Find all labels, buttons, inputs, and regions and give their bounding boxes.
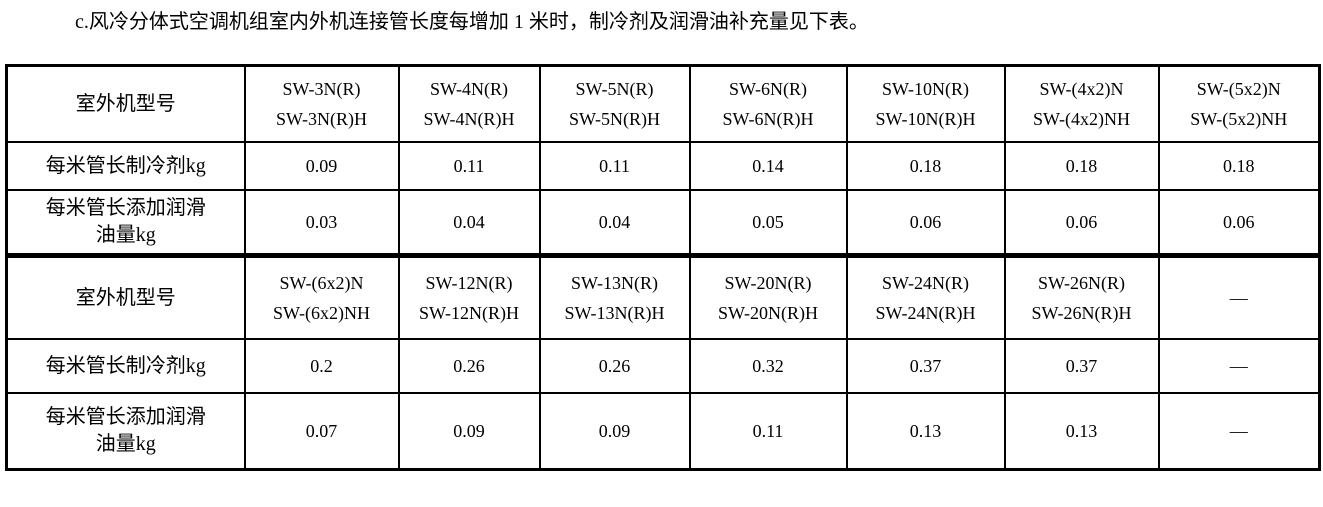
value-cell: 0.11: [688, 392, 848, 471]
model-cell: SW-13N(R) SW-13N(R)H: [538, 253, 691, 340]
model-line: SW-4N(R)H: [423, 109, 515, 129]
value-cell: 0.37: [845, 338, 1006, 394]
value-cell: 0.09: [538, 392, 691, 471]
row-label-text: 每米管长添加润滑油量kg: [45, 197, 206, 246]
model-line: SW-(5x2)NH: [1190, 109, 1288, 129]
row-label-model: 室外机型号: [5, 253, 246, 340]
model-line: SW-(6x2)NH: [273, 303, 370, 323]
model-line: SW-20N(R): [724, 273, 812, 293]
model-line: SW-3N(R)H: [276, 109, 367, 129]
model-cell: SW-3N(R) SW-3N(R)H: [243, 64, 400, 143]
table-row-header-2: 室外机型号 SW-(6x2)N SW-(6x2)NH SW-12N(R) SW-12…: [5, 253, 1321, 340]
dash-cell: —: [1157, 392, 1321, 471]
row-label-text: 室外机型号: [75, 92, 176, 115]
model-line: SW-5N(R)H: [569, 109, 660, 129]
model-cell: SW-(4x2)N SW-(4x2)NH: [1003, 64, 1160, 143]
table-row-header-1: 室外机型号 SW-3N(R) SW-3N(R)H SW-4N(R) SW-4N(R)…: [5, 64, 1321, 143]
model-line: SW-(4x2)N: [1039, 79, 1124, 99]
value-cell: 0.18: [845, 141, 1006, 191]
model-cell: SW-12N(R) SW-12N(R)H: [397, 253, 541, 340]
model-line: SW-13N(R)H: [564, 303, 665, 323]
model-line: SW-24N(R): [882, 273, 969, 293]
model-line: SW-26N(R): [1038, 273, 1125, 293]
intro-text: c.风冷分体式空调机组室内外机连接管长度每增加 1 米时，制冷剂及润滑油补充量见…: [75, 11, 869, 33]
model-cell: SW-(5x2)N SW-(5x2)NH: [1157, 64, 1321, 143]
value-cell: 0.37: [1003, 338, 1160, 394]
model-line: SW-13N(R): [571, 273, 658, 293]
model-line: SW-(4x2)NH: [1033, 109, 1130, 129]
refrigerant-oil-table: 室外机型号 SW-3N(R) SW-3N(R)H SW-4N(R) SW-4N(R)…: [5, 64, 1321, 471]
model-cell: SW-6N(R) SW-6N(R)H: [688, 64, 848, 143]
row-label-text: 每米管长添加润滑油量kg: [45, 406, 206, 455]
model-cell: SW-5N(R) SW-5N(R)H: [538, 64, 691, 143]
value-cell: 0.11: [538, 141, 691, 191]
value-cell: 0.04: [538, 189, 691, 257]
row-label-text: 每米管长制冷剂kg: [45, 154, 206, 177]
value-cell: 0.18: [1157, 141, 1321, 191]
value-cell: 0.32: [688, 338, 848, 394]
row-label-text: 每米管长制冷剂kg: [45, 354, 206, 377]
model-line: SW-24N(R)H: [875, 303, 976, 323]
model-line: SW-10N(R)H: [875, 109, 976, 129]
value-cell: 0.18: [1003, 141, 1160, 191]
model-line: SW-6N(R): [729, 79, 807, 99]
value-cell: 0.11: [397, 141, 541, 191]
model-line: SW-3N(R): [282, 79, 361, 99]
table-row-refrigerant-1: 每米管长制冷剂kg 0.09 0.11 0.11 0.14 0.18 0.18 …: [5, 141, 1321, 191]
model-line: SW-12N(R): [425, 273, 513, 293]
model-line: SW-(6x2)N: [279, 273, 364, 293]
model-line: SW-26N(R)H: [1031, 303, 1132, 323]
value-cell: 0.26: [538, 338, 691, 394]
value-cell: 0.04: [397, 189, 541, 257]
table-row-refrigerant-2: 每米管长制冷剂kg 0.2 0.26 0.26 0.32 0.37 0.37 —: [5, 338, 1321, 394]
dash-cell: —: [1157, 338, 1321, 394]
table-row-oil-1: 每米管长添加润滑油量kg 0.03 0.04 0.04 0.05 0.06 0.…: [5, 189, 1321, 257]
row-label-model: 室外机型号: [5, 64, 246, 143]
model-cell: SW-24N(R) SW-24N(R)H: [845, 253, 1006, 340]
row-label-oil: 每米管长添加润滑油量kg: [5, 189, 246, 257]
value-cell: 0.06: [1003, 189, 1160, 257]
value-cell: 0.05: [688, 189, 848, 257]
row-label-refrigerant: 每米管长制冷剂kg: [5, 338, 246, 394]
model-line: SW-5N(R): [575, 79, 654, 99]
value-cell: 0.03: [243, 189, 400, 257]
value-cell: 0.2: [243, 338, 400, 394]
value-cell: 0.14: [688, 141, 848, 191]
value-cell: 0.26: [397, 338, 541, 394]
table-row-oil-2: 每米管长添加润滑油量kg 0.07 0.09 0.09 0.11 0.13 0.…: [5, 392, 1321, 471]
model-line: SW-6N(R)H: [722, 109, 814, 129]
row-label-refrigerant: 每米管长制冷剂kg: [5, 141, 246, 191]
value-cell: 0.06: [1157, 189, 1321, 257]
model-line: SW-10N(R): [882, 79, 969, 99]
value-cell: 0.13: [845, 392, 1006, 471]
model-cell: SW-4N(R) SW-4N(R)H: [397, 64, 541, 143]
model-cell: SW-26N(R) SW-26N(R)H: [1003, 253, 1160, 340]
model-cell: SW-10N(R) SW-10N(R)H: [845, 64, 1006, 143]
value-cell: 0.13: [1003, 392, 1160, 471]
model-line: SW-4N(R): [430, 79, 508, 99]
value-cell: 0.06: [845, 189, 1006, 257]
row-label-oil: 每米管长添加润滑油量kg: [5, 392, 246, 471]
value-cell: 0.09: [243, 141, 400, 191]
row-label-text: 室外机型号: [75, 286, 176, 309]
model-cell: SW-20N(R) SW-20N(R)H: [688, 253, 848, 340]
model-line: SW-20N(R)H: [718, 303, 818, 323]
model-line: SW-12N(R)H: [419, 303, 519, 323]
model-cell: SW-(6x2)N SW-(6x2)NH: [243, 253, 400, 340]
value-cell: 0.09: [397, 392, 541, 471]
dash-cell: —: [1157, 253, 1321, 340]
value-cell: 0.07: [243, 392, 400, 471]
model-line: SW-(5x2)N: [1196, 79, 1281, 99]
